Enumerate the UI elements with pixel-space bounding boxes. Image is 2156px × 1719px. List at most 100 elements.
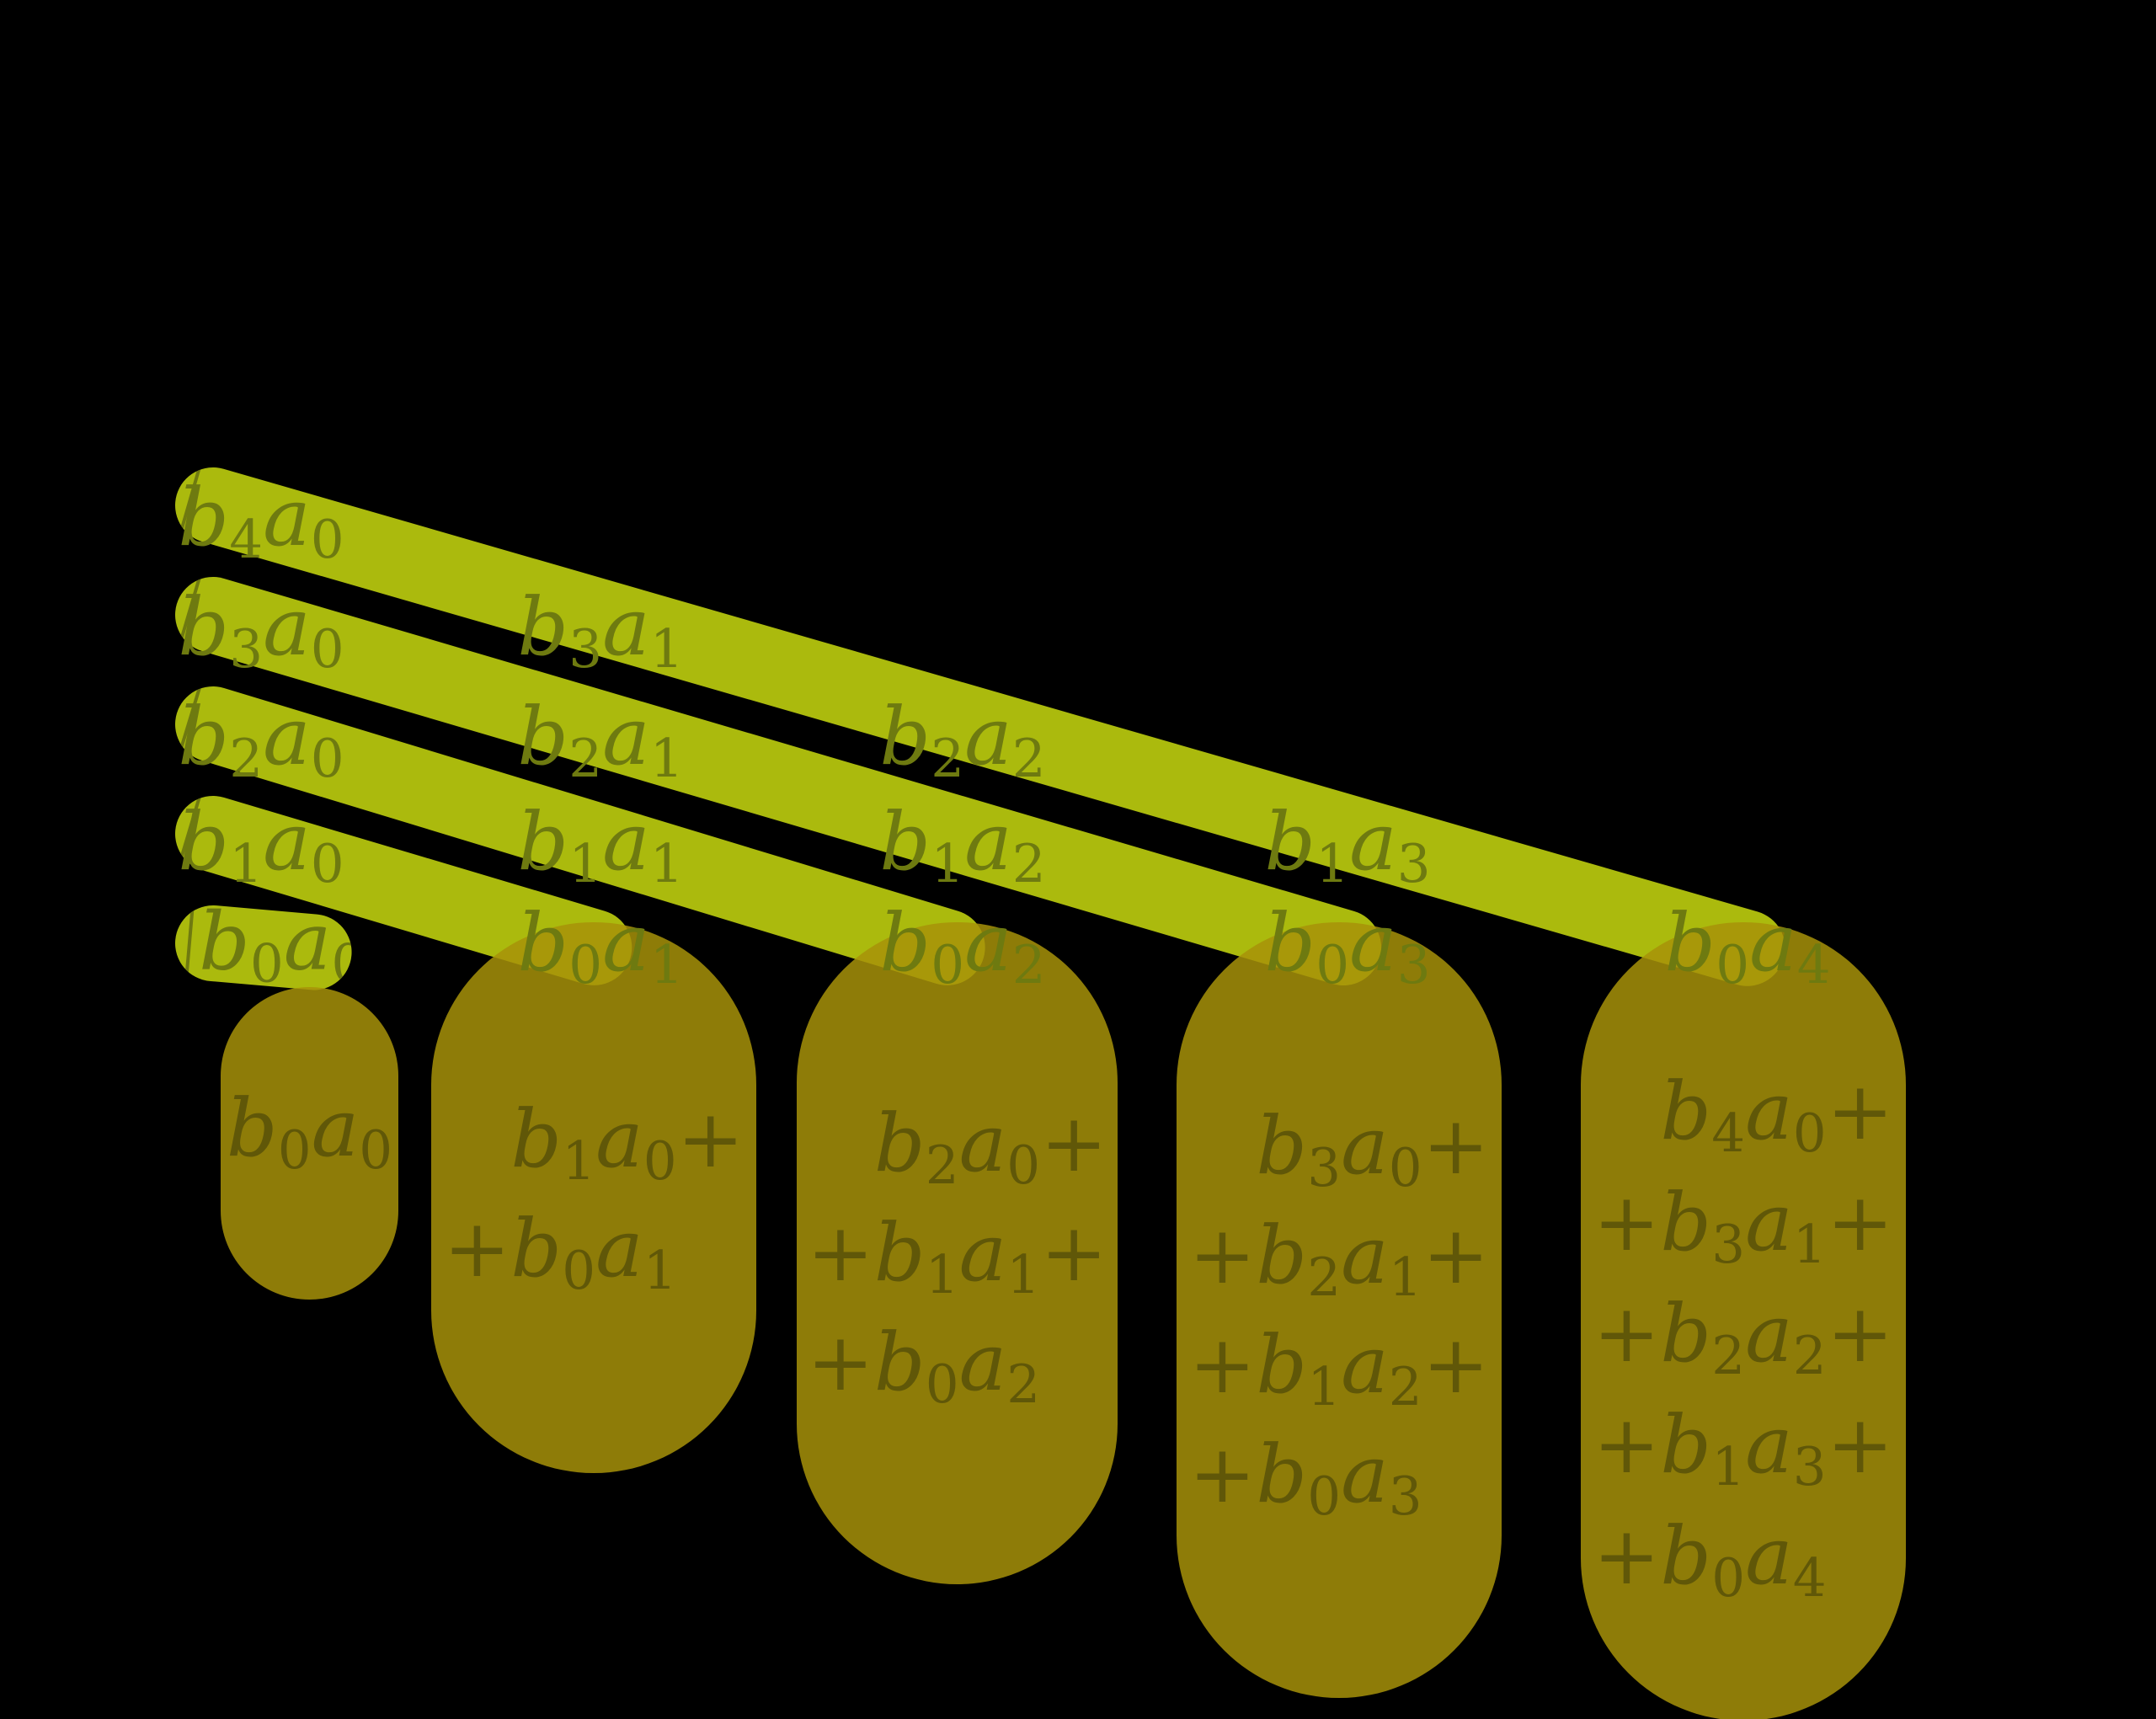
a-variable: a	[263, 472, 311, 564]
a-variable: a	[602, 897, 650, 990]
product-label-b2a1: b2a1	[415, 682, 786, 792]
a-subscript: 1	[643, 1240, 677, 1302]
product-term: b1a3	[1660, 1399, 1826, 1497]
a-variable: a	[1349, 796, 1397, 889]
b-variable: b	[1664, 897, 1716, 990]
product-term: b3a0	[1256, 1100, 1422, 1198]
b-variable: b	[510, 1093, 563, 1186]
b-subscript: 0	[568, 934, 603, 996]
b-variable: b	[1256, 1428, 1308, 1521]
b-variable: b	[879, 897, 931, 990]
coefficient-capsule-c3-sum-text: b3a0+ +b2a1+ +b1a2+ +b0a3	[1177, 1092, 1502, 1529]
product-term: b0a0	[227, 1082, 392, 1181]
b-subscript: 1	[925, 1244, 959, 1306]
a-subscript: 1	[1388, 1247, 1422, 1309]
product-term: b2a1	[1256, 1209, 1422, 1308]
a-variable: a	[602, 796, 650, 889]
product-term: b1a0	[178, 796, 344, 894]
a-variable: a	[1349, 897, 1397, 990]
b-variable: b	[1264, 796, 1316, 889]
b-variable: b	[1256, 1319, 1308, 1412]
sum-line: +b1a2+	[1177, 1311, 1502, 1420]
product-term: b2a0	[873, 1097, 1040, 1196]
b-variable: b	[517, 796, 569, 889]
product-term: b4a0	[178, 472, 344, 570]
b-variable: b	[517, 581, 569, 674]
b-subscript: 4	[1711, 1102, 1746, 1165]
b-variable: b	[873, 1097, 926, 1190]
product-term: b1a1	[874, 1207, 1040, 1305]
b-subscript: 1	[1711, 1436, 1746, 1498]
b-variable: b	[879, 691, 931, 783]
coefficient-capsule-c4-sum-text: b4a0+ +b3a1+ +b2a2+ +b1a3+ +b0a4	[1581, 1056, 1906, 1612]
b-subscript: 3	[568, 618, 603, 681]
plus-sign: +	[443, 1203, 511, 1295]
b-subscript: 3	[229, 618, 264, 681]
b-subscript: 0	[1315, 934, 1350, 996]
b-variable: b	[1660, 1510, 1712, 1603]
a-variable: a	[958, 1207, 1007, 1300]
product-term: b1a2	[879, 796, 1045, 894]
product-term: b0a2	[874, 1316, 1040, 1415]
plus-sign: +	[1826, 1177, 1894, 1269]
b-subscript: 2	[1711, 1325, 1746, 1387]
b-variable: b	[879, 796, 931, 889]
plus-sign: +	[1593, 1177, 1661, 1269]
b-subscript: 2	[568, 728, 603, 790]
a-variable: a	[964, 897, 1012, 990]
a-subscript: 0	[310, 833, 344, 895]
b-variable: b	[1256, 1100, 1308, 1193]
a-subscript: 0	[1388, 1137, 1422, 1199]
product-term: b2a2	[879, 691, 1045, 789]
b-variable: b	[1660, 1399, 1712, 1492]
b-subscript: 1	[568, 833, 603, 895]
b-subscript: 0	[931, 934, 965, 996]
product-term: b3a1	[1660, 1177, 1826, 1275]
a-variable: a	[964, 796, 1012, 889]
b-variable: b	[1660, 1065, 1712, 1158]
plus-sign: +	[1826, 1288, 1894, 1380]
b-variable: b	[178, 472, 230, 564]
sum-line: b0a0	[221, 1074, 398, 1183]
plus-sign: +	[1188, 1209, 1257, 1302]
plus-sign: +	[1826, 1065, 1894, 1158]
product-term: b3a1	[517, 581, 683, 680]
sum-line: b4a0+	[1581, 1056, 1906, 1167]
a-subscript: 1	[649, 728, 684, 790]
a-variable: a	[1341, 1100, 1389, 1193]
product-term: b1a1	[517, 796, 683, 894]
product-label-b2a0: b2a0	[76, 682, 446, 792]
product-term: b2a2	[1660, 1288, 1826, 1386]
product-term: b1a3	[1264, 796, 1430, 894]
product-term: b0a1	[517, 897, 683, 996]
b-subscript: 1	[229, 833, 264, 895]
plus-sign: +	[807, 1207, 874, 1300]
a-variable: a	[263, 796, 311, 889]
b-variable: b	[1660, 1288, 1712, 1380]
a-subscript: 0	[310, 728, 344, 790]
product-term: b1a0	[510, 1093, 676, 1192]
b-subscript: 0	[1307, 1465, 1342, 1528]
b-variable: b	[178, 581, 230, 674]
a-variable: a	[1341, 1428, 1389, 1521]
product-term: b0a4	[1660, 1510, 1826, 1609]
product-term: b1a2	[1256, 1319, 1422, 1417]
a-subscript: 1	[1792, 1214, 1827, 1276]
a-subscript: 4	[1792, 1547, 1827, 1610]
a-subscript: 2	[1006, 1353, 1041, 1416]
a-variable: a	[958, 1097, 1007, 1190]
plus-sign: +	[807, 1316, 874, 1409]
sum-line: +b0a2	[797, 1308, 1118, 1417]
product-label-b0a3: b0a3	[1162, 889, 1533, 998]
a-subscript: 4	[1796, 934, 1831, 996]
b-subscript: 0	[562, 1240, 596, 1302]
product-term: b0a1	[510, 1203, 676, 1301]
b-subscript: 0	[277, 1119, 312, 1182]
b-subscript: 2	[925, 1134, 959, 1197]
product-term: b3a0	[178, 581, 344, 680]
b-variable: b	[1264, 897, 1316, 990]
b-subscript: 2	[931, 728, 965, 790]
b-subscript: 2	[1307, 1247, 1342, 1309]
